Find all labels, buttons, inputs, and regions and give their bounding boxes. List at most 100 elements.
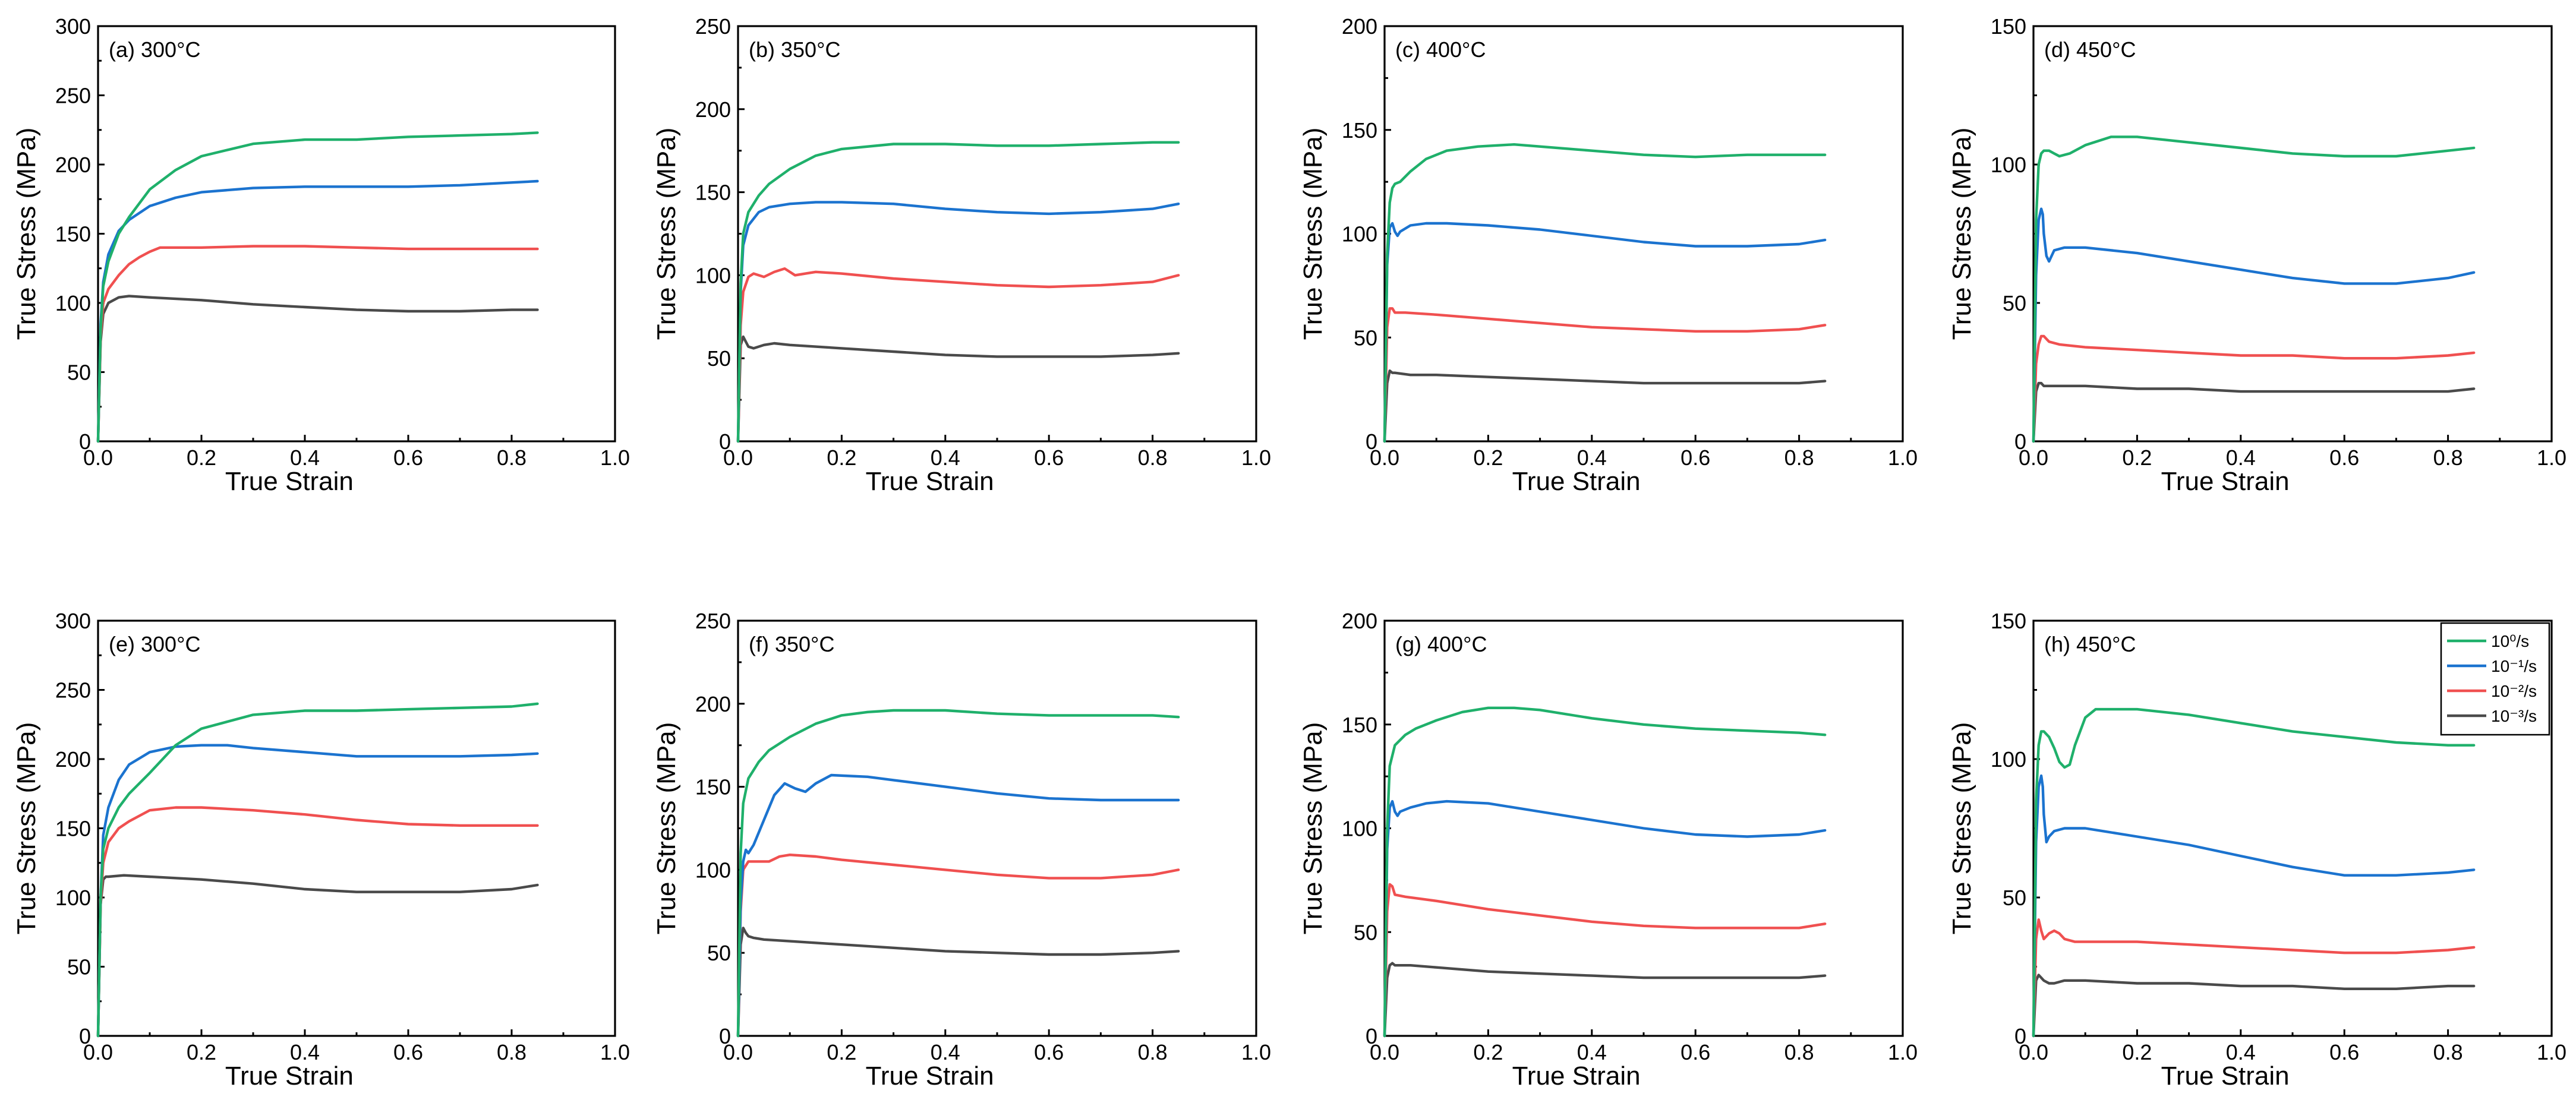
panel-e: 0.0 0.2 0.4 0.6 0.8 1.0 0 50 100 150 200 250 300 True… xyxy=(12,609,630,1091)
x-tick-label: 0.6 xyxy=(393,445,423,470)
panel-title: (b) 350°C xyxy=(749,37,840,62)
series-line xyxy=(2032,918,2476,1038)
series-line xyxy=(2032,974,2476,1038)
legend: 10⁰/s 10⁻¹/s 10⁻²/s 10⁻³/s xyxy=(2440,622,2550,736)
y-tick-label: 50 xyxy=(1354,325,1377,350)
y-tick-label: 250 xyxy=(55,84,91,108)
series-line xyxy=(96,295,539,443)
plot-frame xyxy=(97,25,616,443)
y-axis-label: True Stress (MPa) xyxy=(1298,128,1328,340)
x-tick-label: 0.6 xyxy=(1034,1040,1064,1064)
y-tick-label: 150 xyxy=(695,181,731,205)
x-tick-label: 0.0 xyxy=(83,1040,113,1064)
series-line xyxy=(736,927,1180,1038)
x-tick-label: 0.8 xyxy=(2433,1040,2463,1064)
x-tick-label: 0.8 xyxy=(1784,445,1814,470)
panel-title: (e) 300°C xyxy=(109,632,200,656)
x-tick-label: 1.0 xyxy=(1888,445,1918,470)
y-tick-label: 250 xyxy=(695,609,731,633)
plot-frame xyxy=(97,620,616,1037)
panel-title: (h) 450°C xyxy=(2044,632,2136,656)
x-axis-label: True Strain xyxy=(1512,1061,1641,1091)
panel-title: (c) 400°C xyxy=(1395,37,1486,62)
y-tick-label: 50 xyxy=(707,346,731,371)
x-tick-label: 0.4 xyxy=(1577,1040,1607,1064)
x-tick-label: 0.0 xyxy=(1370,445,1399,470)
panel-b: 0.0 0.2 0.4 0.6 0.8 1.0 0 50 100 150 200 250 True St… xyxy=(652,14,1271,496)
x-tick-label: 0.4 xyxy=(2226,445,2256,470)
y-axis-label: True Stress (MPa) xyxy=(12,722,41,935)
x-tick-label: 0.8 xyxy=(1784,1040,1814,1064)
y-tick-label: 100 xyxy=(1991,747,2026,772)
plot-frame xyxy=(2032,25,2553,443)
x-tick-label: 1.0 xyxy=(1241,445,1271,470)
x-tick-label: 1.0 xyxy=(2537,1040,2566,1064)
x-tick-label: 0.0 xyxy=(723,1040,753,1064)
x-axis-label: True Strain xyxy=(2161,1061,2290,1091)
y-tick-label: 0 xyxy=(79,429,91,454)
series-line xyxy=(2032,707,2476,1038)
y-tick-label: 150 xyxy=(1991,14,2026,39)
y-tick-label: 150 xyxy=(55,817,91,841)
x-axis-label: True Strain xyxy=(2161,467,2290,496)
y-tick-label: 50 xyxy=(67,955,91,979)
x-tick-label: 0.4 xyxy=(1577,445,1607,470)
x-tick-label: 0.8 xyxy=(1138,445,1168,470)
panel-title: (d) 450°C xyxy=(2044,37,2136,62)
x-tick-label: 0.4 xyxy=(931,1040,960,1064)
x-tick-label: 0.4 xyxy=(931,445,960,470)
x-tick-label: 0.0 xyxy=(1370,1040,1399,1064)
x-tick-label: 0.0 xyxy=(2019,1040,2048,1064)
series-line xyxy=(1383,962,1827,1038)
y-tick-label: 0 xyxy=(1366,1024,1377,1048)
panel-c: 0.0 0.2 0.4 0.6 0.8 1.0 0 50 100 150 200 True Strai… xyxy=(1298,14,1918,496)
series-line xyxy=(1383,222,1827,443)
y-tick-label: 200 xyxy=(1342,14,1377,39)
x-tick-label: 0.2 xyxy=(187,445,216,470)
x-axis-label: True Strain xyxy=(1512,467,1641,496)
y-tick-label: 100 xyxy=(1342,817,1377,841)
y-tick-label: 50 xyxy=(67,361,91,385)
plot-frame xyxy=(1383,25,1904,443)
y-tick-label: 100 xyxy=(55,291,91,315)
y-tick-label: 50 xyxy=(2003,886,2026,910)
series-line xyxy=(2032,381,2476,443)
series-line xyxy=(736,267,1180,443)
x-axis-label: True Strain xyxy=(225,467,354,496)
x-tick-label: 1.0 xyxy=(1241,1040,1271,1064)
panel-d: 0.0 0.2 0.4 0.6 0.8 1.0 0 50 100 150 True Strain Tr… xyxy=(1947,14,2566,496)
y-tick-label: 50 xyxy=(2003,291,2026,315)
y-axis-label: True Stress (MPa) xyxy=(652,128,681,340)
panel-title: (a) 300°C xyxy=(109,37,200,62)
y-tick-label: 100 xyxy=(1991,153,2026,177)
series-line xyxy=(736,773,1180,1038)
x-tick-label: 0.2 xyxy=(2122,1040,2152,1064)
y-tick-label: 100 xyxy=(1342,222,1377,246)
plot-frame xyxy=(737,25,1257,443)
x-tick-label: 0.6 xyxy=(1680,1040,1710,1064)
series-line xyxy=(736,709,1180,1038)
y-tick-label: 0 xyxy=(719,1024,731,1048)
series-line xyxy=(736,853,1180,1038)
series-line xyxy=(1383,706,1827,1038)
x-tick-label: 1.0 xyxy=(2537,445,2566,470)
y-tick-label: 0 xyxy=(79,1024,91,1048)
y-tick-label: 300 xyxy=(55,609,91,633)
series-line xyxy=(1383,799,1827,1038)
series-line xyxy=(96,245,539,443)
y-tick-label: 50 xyxy=(707,941,731,965)
panel-a: 0.0 0.2 0.4 0.6 0.8 1.0 0 50 100 150 200 250 300 True… xyxy=(12,14,630,496)
series-line xyxy=(1383,143,1827,443)
x-tick-label: 0.2 xyxy=(827,1040,856,1064)
panel-f: 0.0 0.2 0.4 0.6 0.8 1.0 0 50 100 150 200 250 True St… xyxy=(652,609,1271,1091)
x-axis-label: True Strain xyxy=(866,1061,994,1091)
x-tick-label: 0.4 xyxy=(290,1040,320,1064)
y-tick-label: 100 xyxy=(695,263,731,287)
x-axis-label: True Strain xyxy=(225,1061,354,1091)
x-tick-label: 0.6 xyxy=(2329,1040,2359,1064)
panel-title: (g) 400°C xyxy=(1395,632,1487,656)
x-tick-label: 0.6 xyxy=(1680,445,1710,470)
y-tick-label: 100 xyxy=(55,886,91,910)
x-tick-label: 0.0 xyxy=(2019,445,2048,470)
